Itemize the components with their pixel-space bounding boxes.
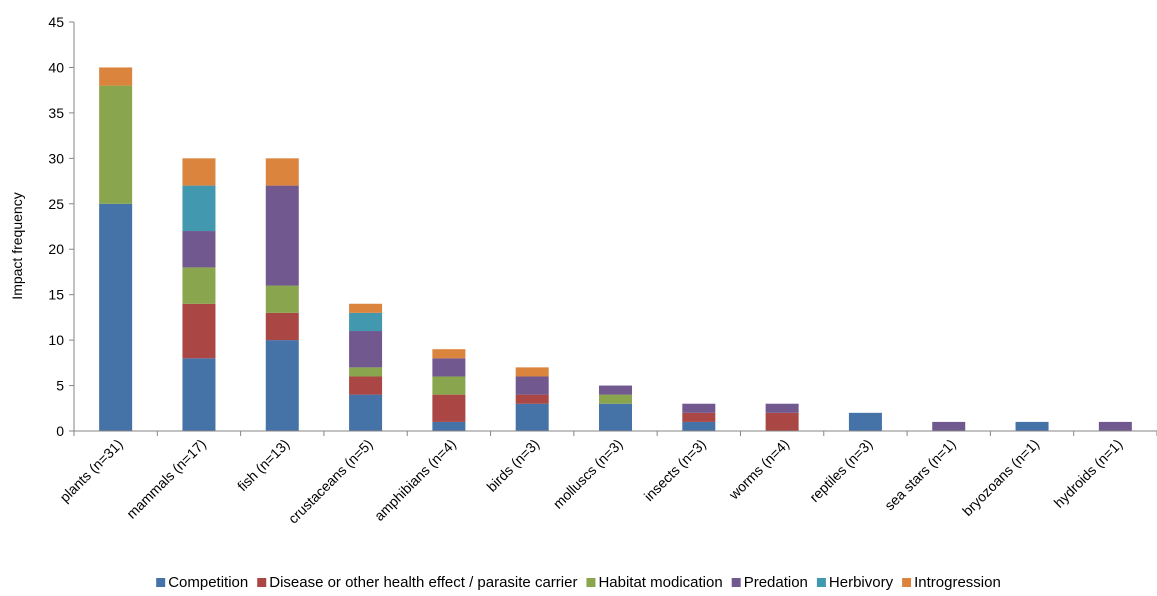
- legend-item-2: Habitat modication: [586, 574, 723, 591]
- legend-label-0: Competition: [168, 574, 248, 591]
- x-tick-label-1: mammals (n=17): [123, 436, 209, 522]
- bar-segment-3-4: [432, 358, 466, 377]
- bar-segment-4-3: [349, 312, 383, 332]
- y-tick-label-7: 35: [48, 105, 64, 121]
- bar-segment-5-2: [265, 158, 299, 186]
- y-tick-label-9: 45: [48, 14, 64, 30]
- bar-segment-2-3: [349, 367, 383, 377]
- y-tick-label-6: 30: [48, 150, 64, 166]
- legend-label-2: Habitat modication: [598, 574, 722, 591]
- bar-segment-2-2: [265, 285, 299, 313]
- y-tick-label-5: 25: [48, 196, 64, 212]
- y-tick-label-3: 15: [48, 287, 64, 303]
- bar-segment-5-3: [349, 303, 383, 313]
- legend-swatch-2: [586, 578, 596, 587]
- bar-segment-0-1: [182, 358, 216, 431]
- bar-segment-1-3: [349, 376, 383, 395]
- bar-segment-3-5: [515, 376, 549, 395]
- bar-segment-0-9: [848, 412, 882, 431]
- bar-segment-2-1: [182, 267, 216, 304]
- legend-swatch-1: [257, 578, 267, 587]
- legend-item-4: Herbivory: [816, 574, 894, 591]
- x-tick-label-7: insects (n=3): [641, 436, 709, 504]
- bar-segment-0-2: [265, 340, 299, 431]
- legend-label-1: Disease or other health effect / parasit…: [269, 574, 577, 591]
- bar-segment-0-6: [599, 403, 632, 431]
- x-tick-label-5: birds (n=3): [483, 436, 542, 495]
- x-tick-label-9: reptiles (n=3): [806, 436, 875, 505]
- bar-segment-0-0: [99, 203, 133, 431]
- y-tick-label-8: 40: [48, 59, 64, 75]
- legend-item-0: Competition: [156, 574, 248, 591]
- legend-swatch-3: [731, 578, 741, 587]
- bar-segment-1-1: [182, 303, 216, 359]
- bar-segment-5-4: [432, 349, 466, 359]
- legend-item-5: Introgression: [902, 574, 1001, 591]
- x-tick-label-10: sea stars (n=1): [881, 436, 959, 514]
- y-axis-label: Impact frequency: [9, 192, 25, 299]
- bar-segment-2-4: [432, 376, 466, 395]
- bar-segment-0-4: [432, 421, 466, 431]
- legend-item-1: Disease or other health effect / parasit…: [257, 574, 577, 591]
- legend-item-3: Predation: [731, 574, 808, 591]
- bar-segment-1-8: [765, 412, 799, 431]
- bar-segment-3-2: [265, 185, 299, 286]
- bar-segment-3-7: [682, 403, 716, 413]
- y-tick-label-2: 10: [48, 332, 64, 348]
- legend-swatch-5: [902, 578, 912, 587]
- bar-segment-1-2: [265, 312, 299, 341]
- bar-segment-1-5: [515, 394, 549, 404]
- x-tick-label-0: plants (n=31): [56, 436, 125, 505]
- bar-segment-2-0: [99, 85, 133, 204]
- legend-swatch-0: [156, 578, 166, 587]
- bar-segment-5-0: [99, 67, 133, 86]
- y-tick-label-4: 20: [48, 241, 64, 257]
- y-tick-label-1: 5: [56, 378, 64, 394]
- bar-segment-0-5: [515, 403, 549, 431]
- bar-segment-1-7: [682, 412, 716, 422]
- legend-label-3: Predation: [744, 574, 808, 591]
- bar-segment-0-7: [682, 421, 716, 431]
- x-tick-label-11: bryozoans (n=1): [959, 436, 1042, 519]
- x-tick-label-2: fish (n=13): [234, 436, 292, 494]
- legend-label-5: Introgression: [914, 574, 1001, 591]
- x-tick-label-4: amphibians (n=4): [371, 436, 459, 524]
- bar-segment-1-4: [432, 394, 466, 422]
- legend-label-4: Herbivory: [829, 574, 894, 591]
- bar-segment-3-3: [349, 331, 383, 368]
- bar-segment-3-6: [599, 385, 632, 395]
- bar-segment-3-8: [765, 403, 799, 413]
- bar-segment-5-1: [182, 158, 216, 186]
- bar-segment-0-3: [349, 394, 383, 431]
- x-tick-label-12: hydroids (n=1): [1051, 436, 1126, 511]
- x-tick-label-6: molluscs (n=3): [550, 436, 626, 512]
- y-tick-label-0: 0: [56, 423, 64, 439]
- legend-swatch-4: [816, 578, 826, 587]
- bar-segment-2-6: [599, 394, 632, 404]
- bar-segment-0-11: [1015, 421, 1049, 431]
- bar-segment-3-10: [932, 421, 966, 431]
- bar-segment-4-1: [182, 185, 216, 232]
- legend: Competition Disease or other health effec…: [156, 574, 1001, 591]
- bars-layer: [99, 67, 1132, 431]
- x-tick-label-3: crustaceans (n=5): [285, 436, 376, 527]
- bar-segment-3-12: [1098, 421, 1132, 431]
- bar-segment-5-5: [515, 367, 549, 377]
- bar-segment-3-1: [182, 231, 216, 268]
- x-tick-label-8: worms (n=4): [725, 436, 792, 503]
